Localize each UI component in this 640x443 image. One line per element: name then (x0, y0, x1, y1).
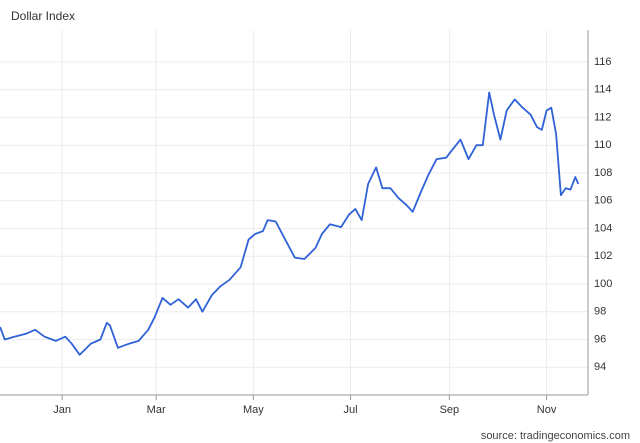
x-tick-label: Jul (344, 404, 358, 416)
y-tick-label: 112 (594, 111, 612, 123)
y-tick-label: 104 (594, 222, 612, 234)
y-tick-label: 98 (594, 306, 606, 318)
y-tick-label: 94 (594, 361, 606, 373)
x-tick-label: Nov (537, 404, 557, 416)
chart-title: Dollar Index (11, 9, 75, 23)
y-tick-label: 116 (594, 56, 612, 68)
y-tick-label: 100 (594, 278, 612, 290)
y-tick-label: 110 (594, 139, 612, 151)
x-tick-label: Sep (440, 404, 460, 416)
source: source: tradingeconomics.com (481, 430, 630, 442)
y-tick-label: 114 (594, 84, 612, 96)
x-tick-label: Mar (147, 404, 166, 416)
y-tick-label: 108 (594, 167, 612, 179)
y-tick-label: 96 (594, 333, 606, 345)
x-tick-label: May (243, 404, 264, 416)
data-line (0, 91, 580, 356)
x-tick-label: Jan (53, 404, 71, 416)
y-tick-label: 106 (594, 195, 612, 207)
y-tick-label: 102 (594, 250, 612, 262)
